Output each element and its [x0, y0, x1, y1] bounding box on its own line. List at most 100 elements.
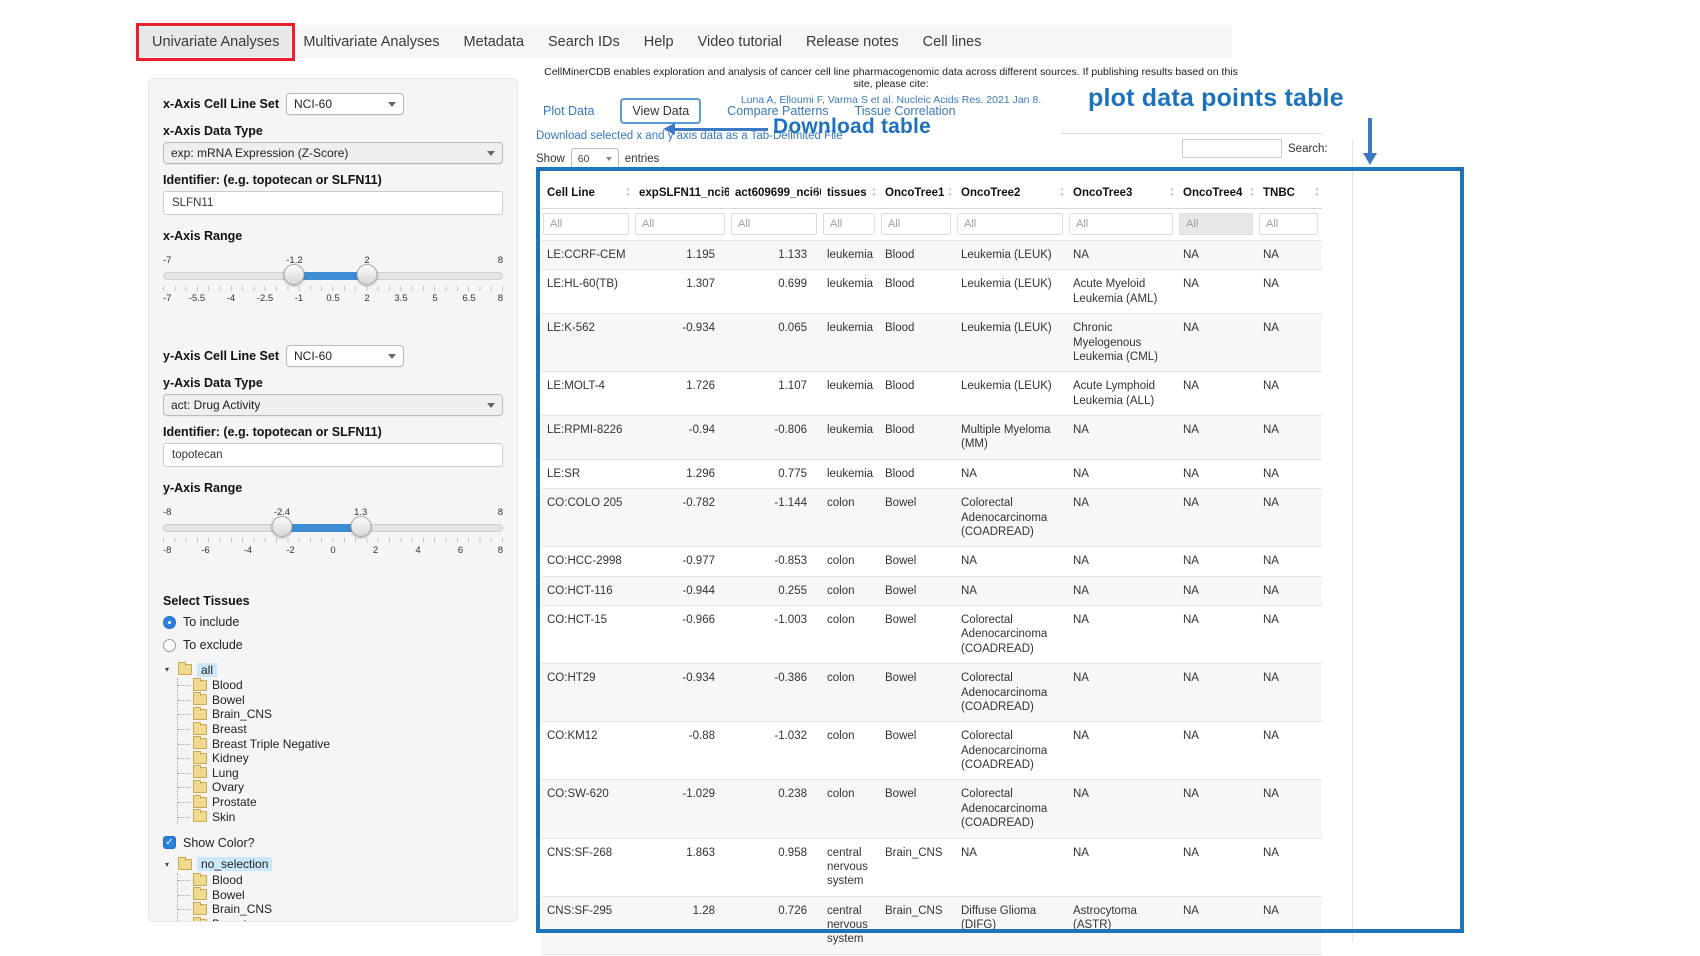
- table-row[interactable]: CO:SW-620 -1.029 0.238 colon Bowel Colorectal…: [541, 779, 1322, 839]
- tab-tissue-correlation[interactable]: Tissue Correlation: [854, 104, 956, 118]
- nav-item-help[interactable]: Help: [643, 33, 674, 50]
- tissue-radio-exclude[interactable]: To exclude: [163, 638, 503, 652]
- y-cell-line-set-select[interactable]: NCI-60: [286, 345, 405, 367]
- filter-input-oncotree4[interactable]: [1179, 213, 1253, 235]
- filter-input-tnbc[interactable]: [1259, 213, 1318, 235]
- caret-down-icon[interactable]: ▾: [165, 665, 170, 674]
- entries-count-select[interactable]: 60: [570, 148, 619, 169]
- filter-input-act609699_nci60[interactable]: [731, 213, 817, 235]
- tree-item-breast[interactable]: Breast: [178, 916, 503, 921]
- nav-item-metadata[interactable]: Metadata: [463, 33, 525, 50]
- table-cell: colon: [821, 721, 879, 781]
- table-row[interactable]: LE:HL-60(TB) 1.307 0.699 leukemia Blood Leuke…: [541, 269, 1322, 315]
- slider-handle[interactable]: [356, 264, 378, 285]
- tab-compare-patterns[interactable]: Compare Patterns: [727, 104, 829, 118]
- column-header-oncotree2[interactable]: OncoTree2 ▲ ▼: [955, 178, 1067, 209]
- table-cell: -0.977: [633, 546, 729, 577]
- column-header-oncotree4[interactable]: OncoTree4 ▲ ▼: [1177, 178, 1257, 209]
- nav-item-video-tutorial[interactable]: Video tutorial: [697, 33, 782, 50]
- table-row[interactable]: CO:COLO 205 -0.782 -1.144 colon Bowel Colorec…: [541, 488, 1322, 548]
- y-range-slider[interactable]: -8 8 -2.4 1.3 -8 -6 -4 -2 0 2 4 6 8: [163, 507, 503, 559]
- citation-link[interactable]: Luna A, Elloumi F, Varma S et al. Nuclei…: [740, 94, 1042, 106]
- tree-item-kidney[interactable]: Kidney: [178, 750, 503, 766]
- slider-part: 2: [364, 255, 370, 266]
- slider-handle[interactable]: [283, 264, 305, 285]
- slider-handle[interactable]: [271, 516, 293, 537]
- column-header-oncotree3[interactable]: OncoTree3 ▲ ▼: [1067, 178, 1177, 209]
- tab-plot-data[interactable]: Plot Data: [543, 104, 595, 118]
- caret-down-icon[interactable]: ▾: [165, 859, 170, 869]
- table-row[interactable]: CO:HCT-116 -0.944 0.255 colon Bowel NA NA NA NA: [541, 576, 1322, 607]
- slider-handle[interactable]: [350, 516, 372, 537]
- column-header-act609699_nci60[interactable]: act609699_nci60 ▲ ▼: [729, 178, 821, 209]
- radio-icon[interactable]: [163, 638, 176, 652]
- tree-item-breast[interactable]: Breast: [178, 721, 503, 737]
- table-row[interactable]: CO:HCC-2998 -0.977 -0.853 colon Bowel NA NA NA N…: [541, 546, 1322, 577]
- checkbox-icon[interactable]: ✓: [163, 836, 176, 850]
- filter-input-oncotree3[interactable]: [1069, 213, 1173, 235]
- x-range-slider[interactable]: -7 8 -1.2 2 -7 -5.5 -4 -2.5 -1 0.5 2 3.5 5 6.5 8: [163, 255, 503, 307]
- tissue-radio-include[interactable]: To include: [163, 615, 503, 629]
- x-identifier-input[interactable]: [163, 191, 503, 215]
- nav-item-search-ids[interactable]: Search IDs: [548, 33, 620, 50]
- nav-item-multivariate-analyses[interactable]: Multivariate Analyses: [303, 33, 440, 50]
- tree-item-brain_cns[interactable]: Brain_CNS: [178, 901, 503, 917]
- tree-item-bowel[interactable]: Bowel: [178, 692, 503, 708]
- column-header-cell line[interactable]: Cell Line ▲ ▼: [541, 178, 633, 209]
- column-header-tnbc[interactable]: TNBC ▲ ▼: [1257, 178, 1322, 209]
- download-tab-delimited-link[interactable]: Download selected x and y axis data as a…: [536, 130, 843, 142]
- y-identifier-input[interactable]: [163, 443, 503, 467]
- sort-icon[interactable]: ▲ ▼: [871, 186, 877, 198]
- table-row[interactable]: LE:RPMI-8226 -0.94 -0.806 leukemia Blood Mult…: [541, 415, 1322, 460]
- x-cell-line-set-select[interactable]: NCI-60: [286, 93, 405, 115]
- tree-item-bowel[interactable]: Bowel: [178, 887, 503, 903]
- x-data-type-select[interactable]: exp: mRNA Expression (Z-Score): [163, 142, 503, 164]
- table-row[interactable]: CO:HT29 -0.934 -0.386 colon Bowel Colorectal …: [541, 663, 1322, 723]
- search-input[interactable]: [1182, 139, 1282, 158]
- sort-icon[interactable]: ▲ ▼: [1249, 186, 1255, 198]
- table-row[interactable]: LE:K-562 -0.934 0.065 leukemia Blood Leukemia…: [541, 313, 1322, 373]
- tree-root[interactable]: ▾ all: [165, 661, 503, 678]
- column-header-expslfn11_nci60[interactable]: expSLFN11_nci60 ▲ ▼: [633, 178, 729, 209]
- sort-icon[interactable]: ▲ ▼: [813, 186, 819, 198]
- nav-item-release-notes[interactable]: Release notes: [805, 33, 899, 50]
- column-header-oncotree1[interactable]: OncoTree1 ▲ ▼: [879, 178, 955, 209]
- tree-item-ovary[interactable]: Ovary: [178, 779, 503, 795]
- tree-item-prostate[interactable]: Prostate: [178, 794, 503, 810]
- sort-icon[interactable]: ▲ ▼: [1059, 186, 1065, 198]
- table-row[interactable]: LE:CCRF-CEM 1.195 1.133 leukemia Blood Leukem…: [541, 240, 1322, 271]
- tree-item-breast-triple-negative[interactable]: Breast Triple Negative: [178, 736, 503, 751]
- tab-view-data[interactable]: View Data: [620, 98, 702, 124]
- tree-item-brain_cns[interactable]: Brain_CNS: [178, 706, 503, 722]
- sort-icon[interactable]: ▲ ▼: [1169, 186, 1175, 198]
- filter-input-cell line[interactable]: [543, 213, 629, 235]
- filter-input-oncotree1[interactable]: [881, 213, 951, 235]
- show-color-row[interactable]: ✓ Show Color?: [163, 836, 503, 850]
- tree-item-skin[interactable]: Skin: [178, 809, 503, 824]
- filter-input-oncotree2[interactable]: [957, 213, 1063, 235]
- y-data-type-select[interactable]: act: Drug Activity: [163, 394, 503, 416]
- tree-root-label[interactable]: all: [197, 662, 218, 677]
- filter-input-tissues[interactable]: [823, 213, 875, 235]
- column-header-tissues[interactable]: tissues ▲ ▼: [821, 178, 879, 209]
- sort-icon[interactable]: ▲ ▼: [1314, 186, 1320, 198]
- nav-item-cell-lines[interactable]: Cell lines: [922, 33, 982, 50]
- nav-item-univariate-analyses[interactable]: Univariate Analyses: [135, 22, 296, 61]
- table-row[interactable]: CNS:SF-295 1.28 0.726 central nervous syste…: [541, 896, 1322, 955]
- sort-icon[interactable]: ▲ ▼: [947, 186, 953, 198]
- tree-item-blood[interactable]: Blood: [178, 872, 503, 888]
- radio-icon[interactable]: [163, 615, 176, 629]
- sort-icon[interactable]: ▲ ▼: [721, 186, 727, 198]
- tree-root-label[interactable]: no_selection: [197, 857, 273, 872]
- sort-icon[interactable]: ▲ ▼: [625, 186, 631, 198]
- table-row[interactable]: LE:SR 1.296 0.775 leukemia Blood NA NA NA NA: [541, 459, 1322, 490]
- filter-input-expslfn11_nci60[interactable]: [635, 213, 725, 235]
- tree-root[interactable]: ▾ no_selection: [165, 856, 503, 873]
- table-row[interactable]: CO:HCT-15 -0.966 -1.003 colon Bowel Colorecta…: [541, 605, 1322, 665]
- table-row[interactable]: LE:MOLT-4 1.726 1.107 leukemia Blood Leukemia…: [541, 371, 1322, 416]
- table-row[interactable]: CO:KM12 -0.88 -1.032 colon Bowel Colorectal A…: [541, 721, 1322, 781]
- table-row[interactable]: CNS:SF-268 1.863 0.958 central nervous syst…: [541, 838, 1322, 897]
- table-cell: -0.386: [729, 663, 821, 723]
- tree-item-blood[interactable]: Blood: [178, 677, 503, 693]
- tree-item-lung[interactable]: Lung: [178, 765, 503, 781]
